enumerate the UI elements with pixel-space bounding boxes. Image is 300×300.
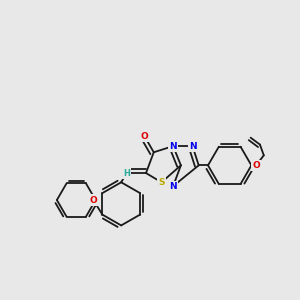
Text: N: N: [169, 142, 177, 151]
Text: H: H: [123, 169, 130, 178]
Text: N: N: [169, 182, 177, 191]
Text: O: O: [141, 132, 148, 141]
Text: O: O: [89, 196, 97, 205]
Text: N: N: [189, 142, 196, 151]
Text: O: O: [252, 161, 260, 170]
Text: S: S: [158, 178, 165, 187]
